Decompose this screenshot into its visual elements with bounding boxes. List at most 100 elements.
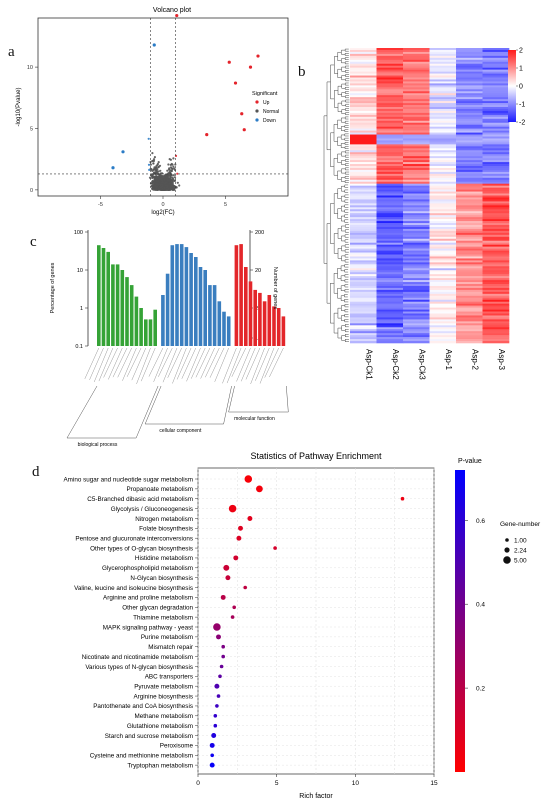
heatmap-cell [403,333,430,336]
heatmap-cell [403,207,430,210]
go-bar-cellular-component [175,244,179,346]
heatmap-cell [482,207,510,210]
heatmap-cell [429,313,457,316]
heatmap-cell [403,232,430,236]
heatmap-cell [482,120,510,124]
heatmap-cell [429,193,457,196]
go-term-label [93,347,109,383]
heatmap-cell [376,108,404,112]
heatmap-cell [350,97,377,100]
go-bar-biological-process [134,296,139,346]
heatmap-cell [482,219,510,222]
heatmap-cell [350,187,377,190]
heatmap-cell [429,162,457,165]
heatmap-cell [376,65,404,68]
heatmap-cell [350,148,377,151]
heatmap-cell [456,236,483,240]
heatmap-cell [482,323,510,326]
heatmap-cell [403,295,430,299]
heatmap-cell [429,181,457,184]
heatmap-cell [429,81,457,84]
go-bar-biological-process [106,251,110,346]
heatmap-cell [376,205,404,208]
go-term-label [158,347,173,377]
pathway-dot [210,753,214,758]
heatmap-cell [482,236,510,240]
heatmap-cell [456,270,483,273]
heatmap-cell [376,148,404,151]
heatmap-cell [403,289,430,293]
heatmap-cell [403,250,430,253]
heatmap-cell [482,309,510,312]
heatmap-cell [376,116,404,120]
heatmap-cell [350,238,377,242]
heatmap-cell [376,297,404,301]
heatmap-cell [482,199,510,202]
heatmap-cell [429,317,457,320]
heatmap-cell [456,87,483,90]
heatmap-cell [429,236,457,240]
heatmap-cell [403,105,430,108]
heatmap-cell [376,179,404,183]
heatmap-cell [403,217,430,220]
pathway-label: Starch and sucrose metabolism [105,733,193,740]
volcano-frame [37,17,289,197]
heatmap-cell [482,234,510,238]
heatmap-cell [456,203,483,206]
heatmap-cell [376,221,404,224]
heatmap-cell [482,185,510,188]
heatmap-cell [482,122,510,125]
heatmap-cell [456,59,483,63]
heatmap-cell [376,199,404,202]
heatmap-cell [456,329,483,332]
heatmap-cell [350,289,377,293]
heatmap-cell [376,341,404,344]
heatmap-cell [376,85,404,88]
volcano-point [165,176,168,179]
heatmap-cell [456,315,483,318]
heatmap-cell [376,164,404,167]
heatmap-cell [456,110,483,114]
heatmap-cell [429,197,457,200]
heatmap-cell [429,295,457,299]
heatmap-cell [376,244,404,247]
heatmap-cell [403,280,430,283]
heatmap-cell [403,167,430,171]
heatmap-cell [403,138,430,141]
heatmap-cell [456,230,483,234]
heatmap-cell [376,223,404,226]
heatmap-cell [350,295,377,299]
heatmap-cell [456,183,483,186]
heatmap-cell [456,185,483,188]
heatmap-cell [403,254,430,257]
pathway-label: Glycerophospholipid metabolism [102,565,193,572]
heatmap-cell [403,71,430,74]
heatmap-cell [376,311,404,314]
go-ylabel-left: Percentage of genes [50,262,56,313]
heatmap-cell [376,138,404,141]
volcano-point-up [227,60,231,64]
volcano-threshold-lines [38,18,288,196]
heatmap-cell [376,276,404,279]
colorbar-tick-label: -2 [519,120,525,127]
heatmap-cell [456,244,483,247]
heatmap-cell [403,156,430,159]
heatmap-cell [429,118,457,122]
panel-label-d: d [32,464,40,480]
heatmap-cell [482,242,510,245]
heatmap-cell [350,319,377,322]
heatmap-cell [456,148,483,151]
heatmap-cell [482,297,510,301]
heatmap-cell [482,321,510,324]
heatmap-cell [482,215,510,218]
heatmap-cell [482,329,510,332]
go-term-label [131,347,147,381]
heatmap-cell [429,205,457,208]
heatmap-cell [456,337,483,340]
heatmap-cell [403,337,430,340]
heatmap-cell [456,160,483,163]
go-bar-molecular-function [267,295,272,346]
heatmap-column-label: Asp-Ck3 [417,349,426,380]
heatmap-cell [376,132,404,135]
heatmap-cell [376,280,404,283]
